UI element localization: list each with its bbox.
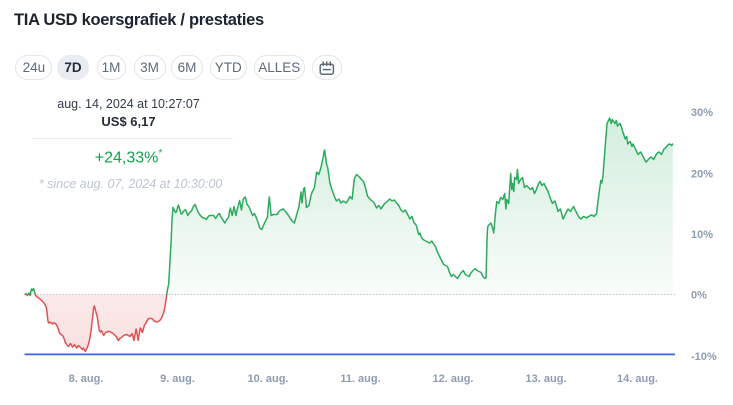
svg-text:30%: 30% <box>691 107 713 119</box>
svg-text:12. aug.: 12. aug. <box>433 373 474 385</box>
svg-text:13. aug.: 13. aug. <box>526 373 567 385</box>
svg-text:20%: 20% <box>691 169 713 181</box>
svg-text:0%: 0% <box>691 290 707 302</box>
svg-text:10%: 10% <box>691 229 713 241</box>
svg-text:11. aug.: 11. aug. <box>340 373 380 385</box>
svg-text:10. aug.: 10. aug. <box>248 373 289 385</box>
svg-text:14. aug.: 14. aug. <box>617 373 658 385</box>
svg-text:9. aug.: 9. aug. <box>160 373 195 385</box>
svg-text:8. aug.: 8. aug. <box>69 373 104 385</box>
svg-text:-10%: -10% <box>691 351 717 363</box>
